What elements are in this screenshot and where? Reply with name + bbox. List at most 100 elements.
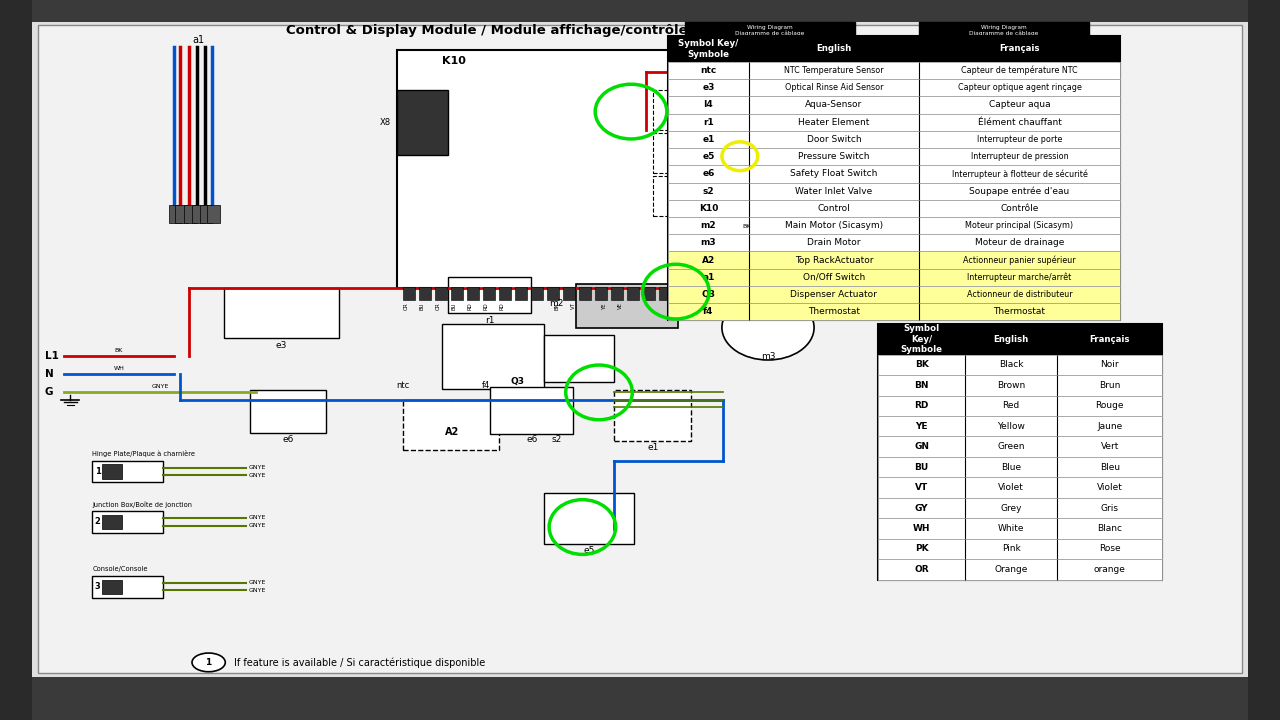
Text: 1: 1	[95, 467, 101, 476]
Text: e6: e6	[703, 169, 714, 179]
Bar	[175, 205, 188, 223]
Bar	[102, 464, 122, 479]
Text: 9000134978
Rev. A: 9000134978 Rev. A	[744, 48, 796, 66]
Bar	[878, 355, 1162, 375]
Bar	[420, 287, 430, 300]
Text: GNYE: GNYE	[248, 580, 266, 585]
Text: e5: e5	[703, 152, 714, 161]
Bar	[676, 287, 687, 300]
Text: If feature is available / Si caractéristique disponible: If feature is available / Si caractérist…	[234, 657, 485, 667]
Bar	[878, 477, 1162, 498]
Text: Blanc: Blanc	[1097, 524, 1123, 533]
Text: 1: 1	[206, 658, 211, 667]
Text: Noir: Noir	[1101, 361, 1119, 369]
Bar	[403, 400, 499, 450]
Bar	[653, 176, 723, 216]
Bar	[452, 287, 463, 300]
Text: a1: a1	[703, 273, 714, 282]
Bar	[878, 539, 1162, 559]
Text: orange: orange	[1094, 565, 1125, 574]
Bar	[668, 36, 1120, 320]
Bar	[563, 287, 575, 300]
Text: Actionneur panier supérieur: Actionneur panier supérieur	[964, 256, 1075, 265]
Bar	[1248, 0, 1280, 720]
Text: WH: WH	[114, 366, 124, 371]
Text: RD: RD	[467, 302, 472, 310]
Bar	[442, 324, 544, 389]
Text: Control: Control	[818, 204, 850, 213]
Text: Safety Float Switch: Safety Float Switch	[790, 169, 878, 179]
Text: e1: e1	[648, 444, 658, 452]
Text: Interrupteur à flotteur de sécurité: Interrupteur à flotteur de sécurité	[951, 169, 1088, 179]
Bar	[576, 284, 678, 328]
Text: RD: RD	[484, 302, 489, 310]
Circle shape	[192, 653, 225, 672]
Bar	[668, 96, 1120, 114]
Text: Interrupteur de porte: Interrupteur de porte	[977, 135, 1062, 144]
Bar	[878, 498, 1162, 518]
Text: BK: BK	[115, 348, 123, 353]
Bar	[580, 287, 591, 300]
Bar	[643, 287, 654, 300]
Bar	[403, 287, 415, 300]
Text: BU: BU	[420, 302, 425, 310]
Bar	[102, 580, 122, 594]
Text: Capteur optique agent rinçage: Capteur optique agent rinçage	[957, 84, 1082, 92]
Bar	[207, 205, 220, 223]
Bar	[595, 287, 607, 300]
Text: A2: A2	[701, 256, 716, 264]
Bar	[878, 375, 1162, 395]
Text: Main Motor (Sicasym): Main Motor (Sicasym)	[785, 221, 883, 230]
Bar	[397, 50, 723, 288]
Text: Yellow: Yellow	[997, 422, 1025, 431]
Text: Door Switch: Door Switch	[806, 135, 861, 144]
Text: m3: m3	[700, 238, 717, 248]
Text: e3: e3	[276, 341, 287, 350]
Bar	[92, 461, 163, 482]
Text: On/Off Switch: On/Off Switch	[803, 273, 865, 282]
Text: Wiring Diagram
Diagramme de câblage: Wiring Diagram Diagramme de câblage	[969, 24, 1039, 36]
Text: A2: A2	[444, 427, 460, 437]
Bar	[668, 286, 1120, 303]
Bar	[668, 62, 1120, 79]
Text: I4: I4	[704, 101, 713, 109]
Text: ntc: ntc	[397, 381, 410, 390]
Bar	[435, 287, 447, 300]
Text: GNYE: GNYE	[248, 465, 266, 469]
Text: Orange: Orange	[995, 565, 1028, 574]
Text: BN: BN	[554, 302, 559, 310]
Text: Black: Black	[998, 361, 1024, 369]
Text: Brown: Brown	[997, 381, 1025, 390]
Bar	[685, 22, 855, 40]
Bar	[685, 22, 855, 76]
Text: Wiring Diagram
Diagramme de câblage: Wiring Diagram Diagramme de câblage	[735, 24, 805, 36]
Text: m2: m2	[700, 221, 717, 230]
Text: Moteur de drainage: Moteur de drainage	[975, 238, 1064, 248]
Text: Symbol Key/
Symbole: Symbol Key/ Symbole	[678, 39, 739, 58]
Bar	[653, 90, 723, 130]
Text: f4: f4	[703, 307, 714, 316]
Text: GNYE: GNYE	[248, 473, 266, 477]
Text: Soupape entrée d'eau: Soupape entrée d'eau	[969, 186, 1070, 196]
Text: Aqua-Sensor: Aqua-Sensor	[805, 101, 863, 109]
Bar	[878, 518, 1162, 539]
Bar	[614, 390, 691, 441]
Bar	[668, 79, 1120, 96]
Text: RD: RD	[499, 302, 504, 310]
Text: m3: m3	[760, 352, 776, 361]
Text: Thermostat: Thermostat	[808, 307, 860, 316]
Bar	[499, 287, 511, 300]
Text: Pink: Pink	[1002, 544, 1020, 554]
Text: BU: BU	[452, 302, 457, 310]
Text: English: English	[993, 335, 1029, 344]
Text: s2: s2	[703, 186, 714, 196]
Text: YE: YE	[602, 302, 607, 309]
Text: Green: Green	[997, 442, 1025, 451]
Text: Brun: Brun	[1100, 381, 1120, 390]
Text: Water Inlet Valve: Water Inlet Valve	[795, 186, 873, 196]
Bar	[668, 131, 1120, 148]
Text: Console/Console: Console/Console	[92, 567, 147, 572]
Text: Pressure Switch: Pressure Switch	[799, 152, 869, 161]
Text: GNYE: GNYE	[248, 516, 266, 520]
Bar	[0, 0, 32, 720]
